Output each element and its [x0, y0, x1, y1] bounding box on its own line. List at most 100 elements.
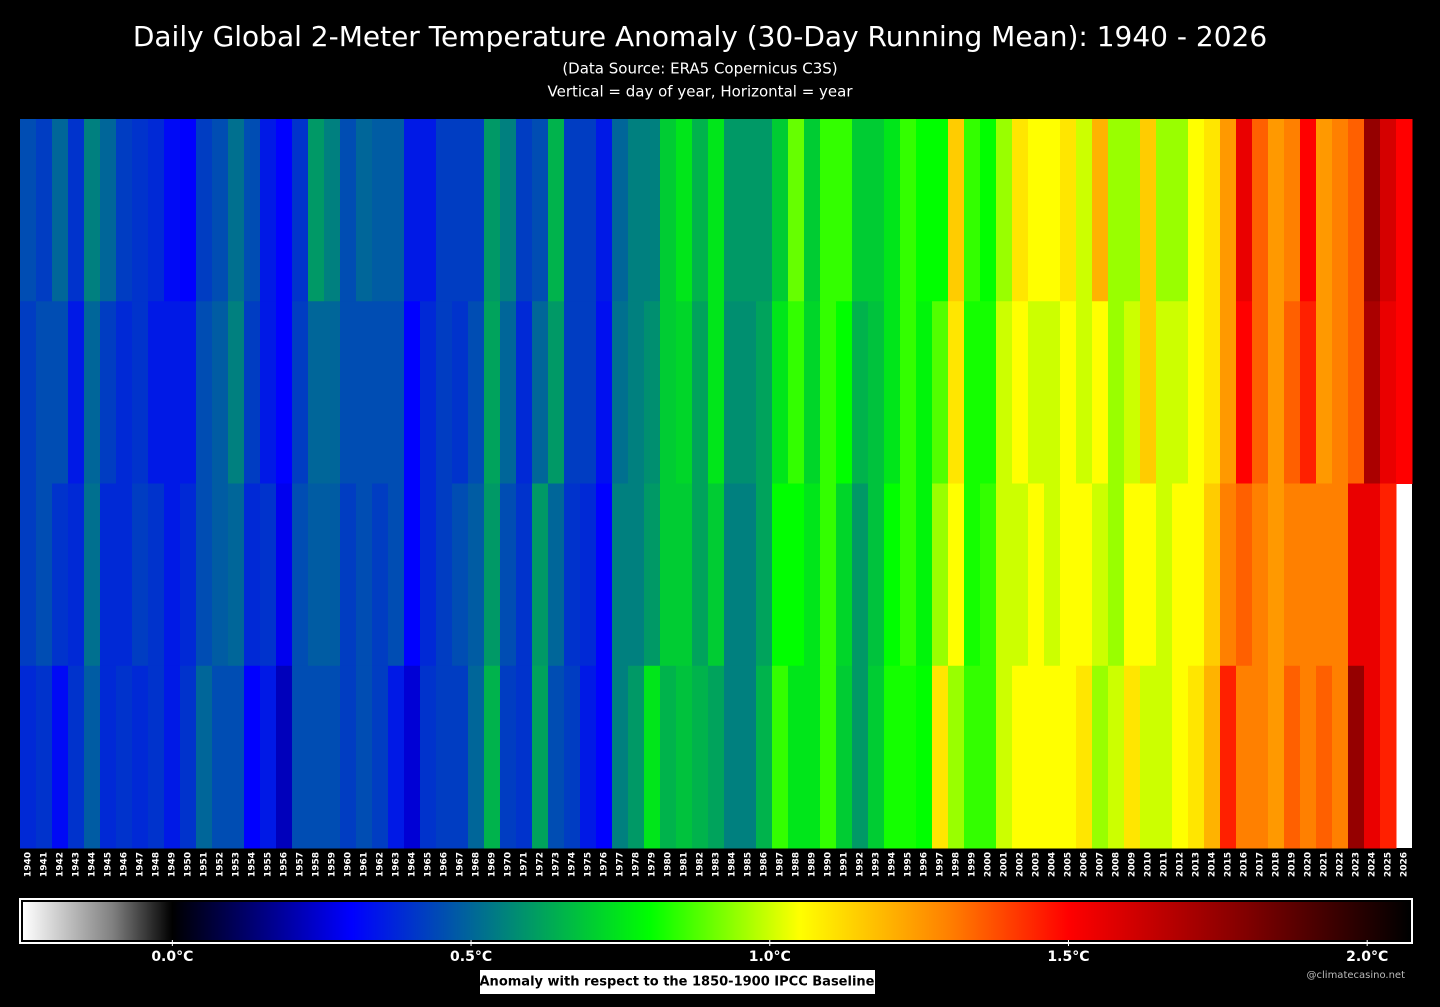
heatmap-cell — [468, 483, 485, 667]
heatmap-cell — [36, 119, 53, 302]
heatmap-cell — [388, 301, 405, 484]
heatmap-cell — [660, 665, 677, 849]
heatmap-cell — [932, 665, 949, 849]
heatmap-cell — [980, 483, 997, 667]
heatmap-cell — [708, 119, 725, 302]
heatmap-cell — [724, 483, 741, 667]
x-tick-label: 1958 — [312, 852, 322, 877]
heatmap-cell — [404, 665, 421, 849]
x-tick-label: 1961 — [360, 852, 370, 877]
heatmap-cell — [420, 483, 437, 667]
heatmap-cell — [756, 483, 773, 667]
x-tick-label: 2022 — [1336, 852, 1346, 877]
heatmap-cell — [404, 119, 421, 302]
heatmap-cell — [308, 119, 325, 302]
axis-note: Vertical = day of year, Horizontal = yea… — [548, 83, 854, 101]
heatmap-cell — [820, 119, 837, 302]
x-tick-label: 2014 — [1208, 852, 1218, 877]
heatmap-cell — [1060, 665, 1077, 849]
heatmap-cell — [1140, 301, 1157, 484]
heatmap-cell — [996, 301, 1013, 484]
x-tick-label: 1994 — [888, 852, 898, 877]
heatmap-cell — [564, 665, 581, 849]
heatmap-cell — [52, 301, 69, 484]
heatmap-cell — [756, 301, 773, 484]
heatmap-cell — [900, 483, 917, 667]
x-tick-label: 2010 — [1144, 852, 1154, 877]
heatmap-cell — [468, 665, 485, 849]
heatmap-cell — [1140, 119, 1157, 302]
x-tick-label: 2015 — [1224, 852, 1234, 877]
heatmap-cell — [804, 301, 821, 484]
heatmap-cell — [356, 301, 373, 484]
heatmap-cell — [948, 665, 965, 849]
heatmap-cell — [836, 665, 853, 849]
x-tick-label: 2009 — [1128, 852, 1138, 877]
heatmap-cell — [1284, 665, 1301, 849]
heatmap-cell — [628, 483, 645, 667]
heatmap-cell — [1060, 119, 1077, 302]
heatmap-cell — [612, 665, 629, 849]
heatmap-cell — [52, 483, 69, 667]
heatmap-cell — [148, 119, 165, 302]
heatmap-cell — [212, 119, 229, 302]
heatmap-cell — [516, 665, 533, 849]
heatmap-cell — [1316, 665, 1333, 849]
heatmap-cell — [228, 483, 245, 667]
x-tick-label: 1946 — [120, 852, 130, 877]
heatmap-cell — [1108, 483, 1125, 667]
x-tick-label: 2020 — [1304, 852, 1314, 877]
heatmap-cell — [596, 119, 613, 302]
heatmap-cell — [1156, 301, 1173, 484]
heatmap-cell — [1220, 483, 1237, 667]
heatmap-cell — [1364, 119, 1381, 302]
heatmap-cell — [180, 119, 197, 302]
heatmap-cell — [996, 483, 1013, 667]
heatmap-cell — [1332, 119, 1349, 302]
heatmap-cell — [804, 483, 821, 667]
x-tick-label: 1996 — [920, 852, 930, 877]
heatmap-cell — [84, 301, 101, 484]
x-tick-label: 1952 — [216, 852, 226, 877]
heatmap-cell — [340, 483, 357, 667]
heatmap-cell — [916, 301, 933, 484]
heatmap-cell — [516, 301, 533, 484]
x-tick-label: 1986 — [760, 852, 770, 877]
heatmap-cell — [1236, 301, 1253, 484]
heatmap-cell — [420, 119, 437, 302]
heatmap-cell — [244, 119, 261, 302]
heatmap-cell — [548, 483, 565, 667]
heatmap-cell — [580, 483, 597, 667]
heatmap-cell — [164, 483, 181, 667]
x-tick-label: 1960 — [344, 852, 354, 877]
heatmap-cell — [1012, 483, 1029, 667]
colorbar-frame — [19, 898, 1413, 944]
heatmap-cell — [132, 483, 149, 667]
x-tick-label: 1983 — [712, 852, 722, 877]
heatmap-cell — [292, 119, 309, 302]
heatmap-cell — [772, 483, 789, 667]
x-tick-label: 1943 — [72, 852, 82, 877]
heatmap-cell — [308, 483, 325, 667]
heatmap-cell — [676, 483, 693, 667]
heatmap-cell — [740, 483, 757, 667]
heatmap-cell — [948, 119, 965, 302]
heatmap-cell — [788, 301, 805, 484]
heatmap-cell — [1060, 483, 1077, 667]
heatmap-cell — [116, 483, 133, 667]
heatmap-cell — [932, 119, 949, 302]
heatmap-cell — [52, 665, 69, 849]
x-tick-label: 1965 — [424, 852, 434, 877]
heatmap-cell — [1396, 301, 1413, 484]
heatmap-cell — [980, 301, 997, 484]
heatmap-cell — [964, 301, 981, 484]
heatmap-cell — [324, 665, 341, 849]
heatmap-cell — [436, 301, 453, 484]
heatmap-cell — [724, 301, 741, 484]
x-tick-label: 1967 — [456, 852, 466, 877]
x-tick-label: 1953 — [232, 852, 242, 877]
heatmap-cell — [1252, 301, 1269, 484]
heatmap-cell — [1172, 119, 1189, 302]
x-tick-label: 2002 — [1016, 852, 1026, 877]
